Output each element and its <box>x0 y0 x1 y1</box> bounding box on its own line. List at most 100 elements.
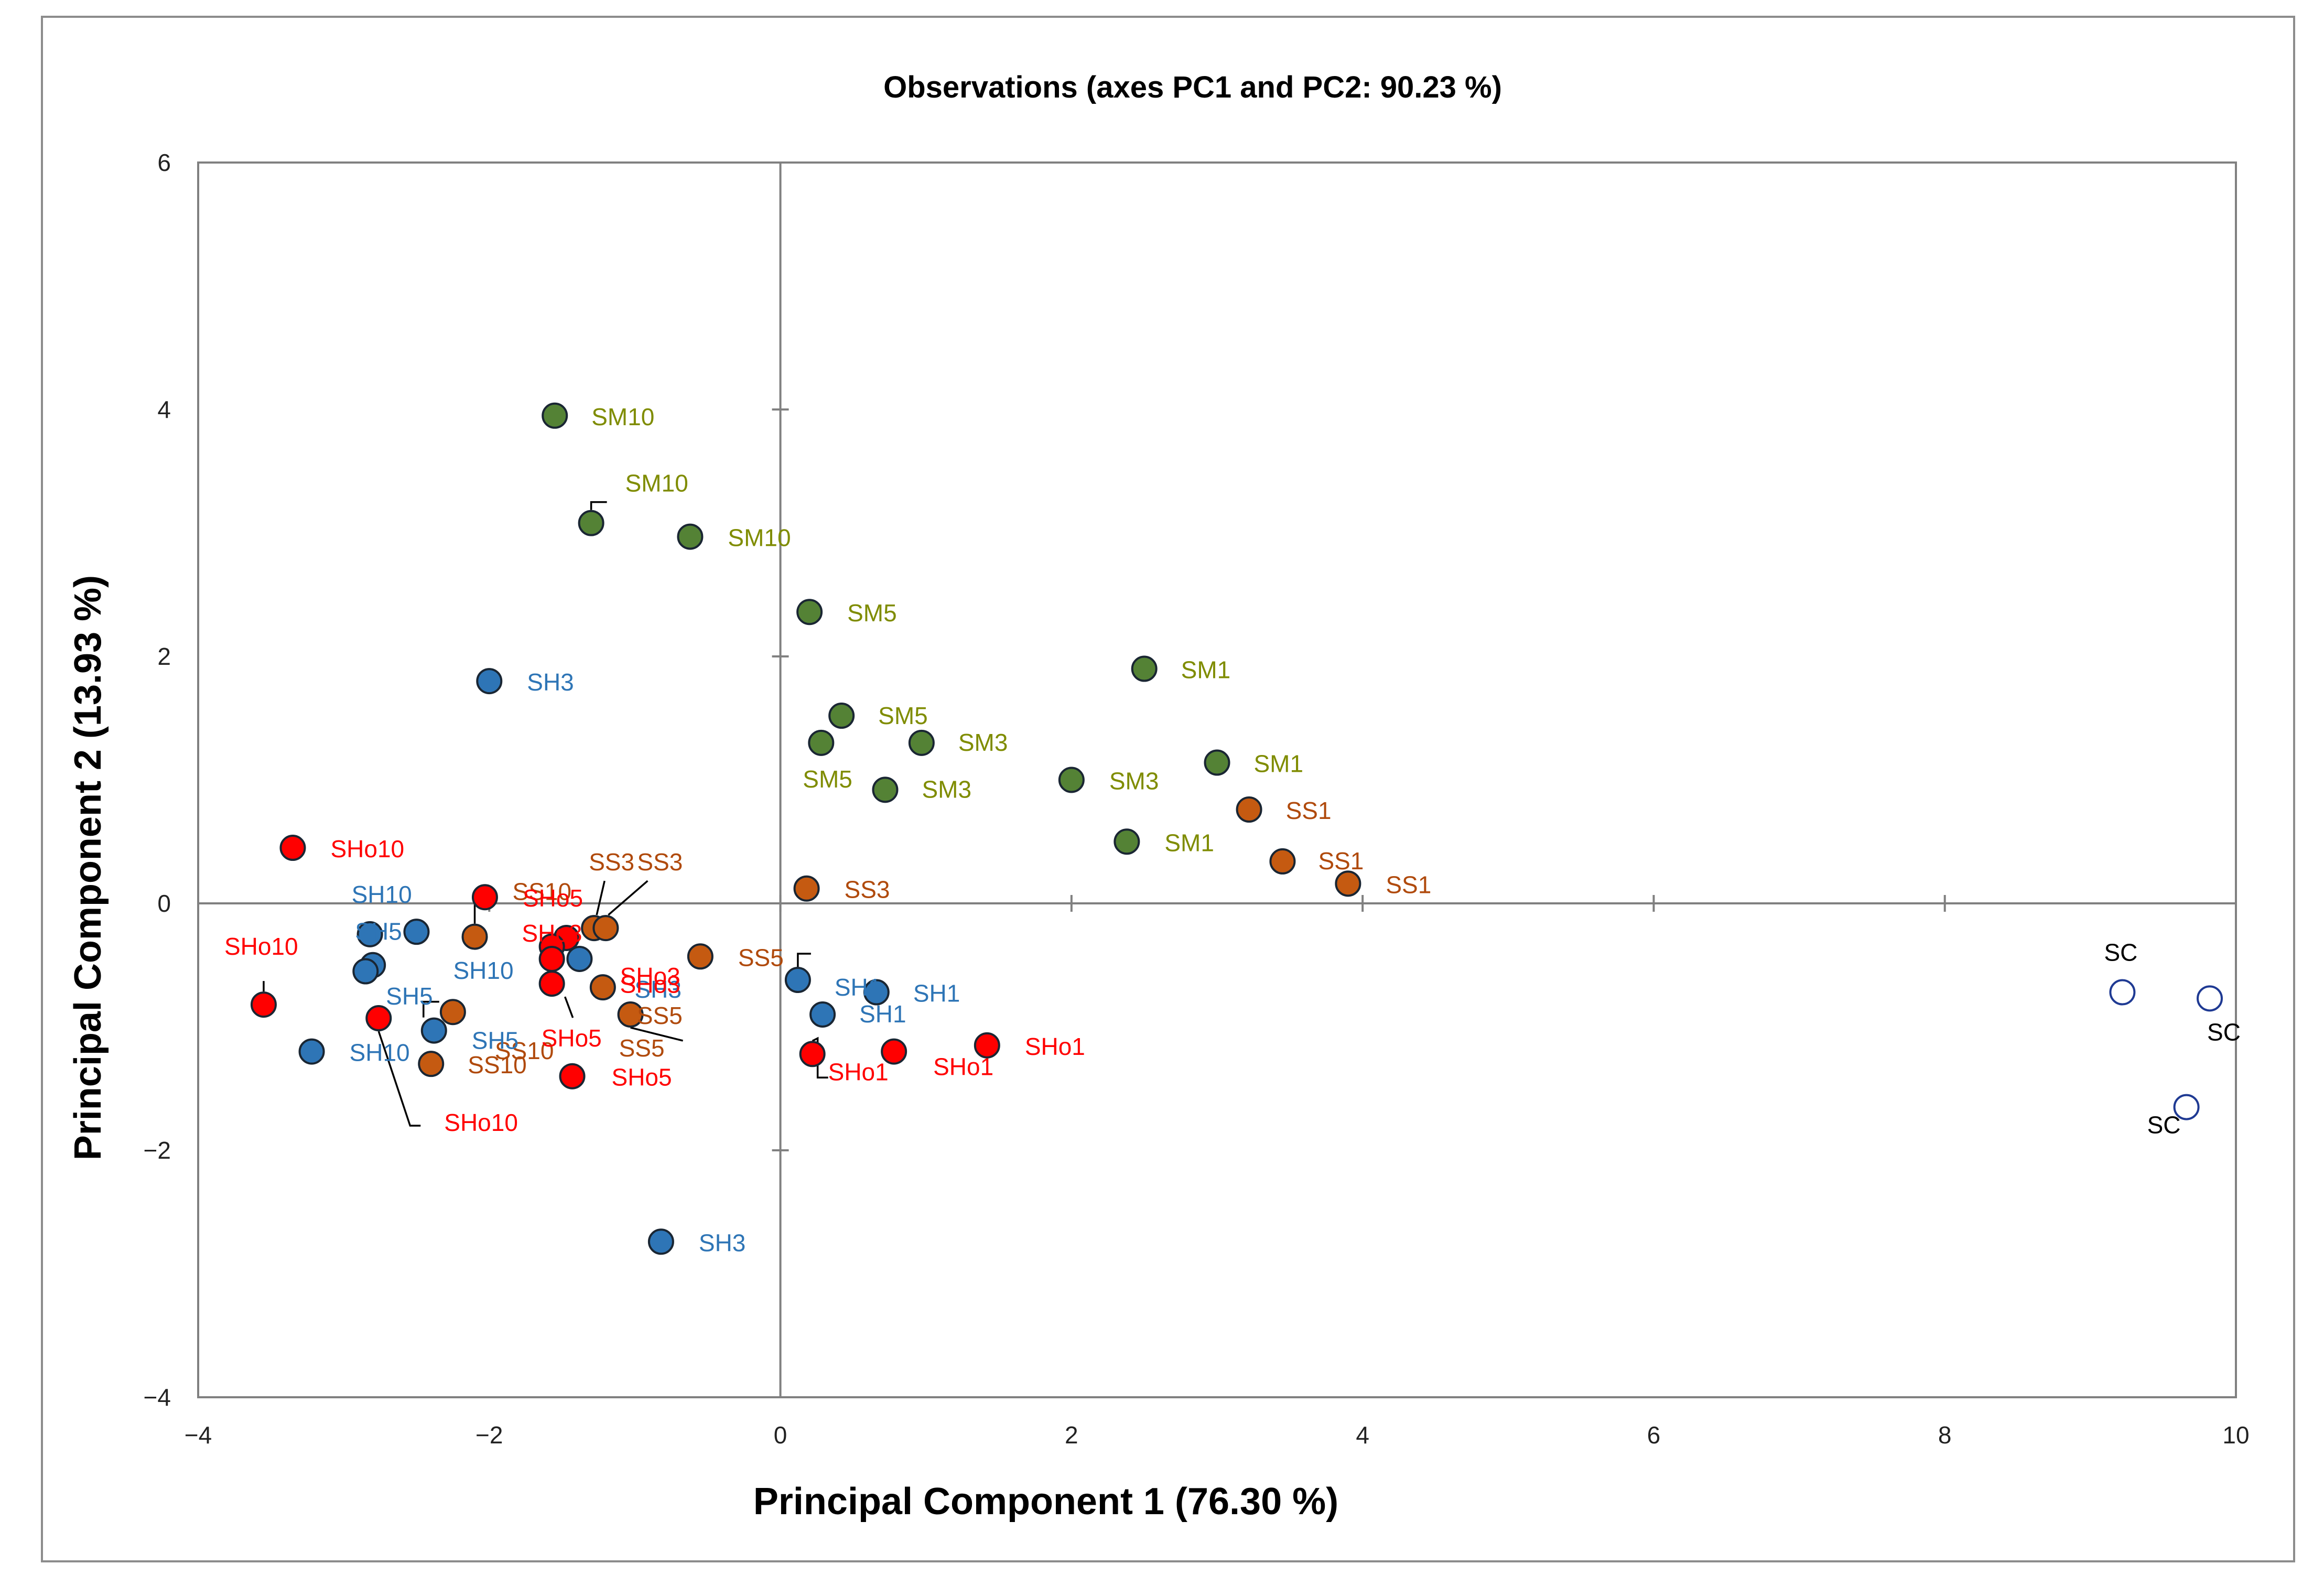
data-point-sho <box>365 1005 392 1032</box>
data-label-sm: SM1 <box>1254 750 1304 778</box>
data-label-ss: SS3 <box>637 848 683 876</box>
data-point-sh <box>403 919 430 945</box>
data-point-sh <box>784 967 811 994</box>
data-label-sh: SH10 <box>453 957 513 984</box>
data-point-sc <box>2109 979 2136 1006</box>
data-label-sm: SM10 <box>591 403 654 430</box>
data-label-ss: SS1 <box>1386 871 1431 898</box>
data-label-sm: SM5 <box>878 702 928 729</box>
data-label-sho: SHo1 <box>933 1053 993 1081</box>
data-point-sh <box>356 921 383 947</box>
data-point-sh <box>420 1017 447 1044</box>
data-label-sh: SH1 <box>835 974 881 1001</box>
data-label-ss: SS3 <box>845 876 890 903</box>
data-point-sho <box>279 835 306 861</box>
data-label-ss: SS1 <box>1286 797 1332 824</box>
data-label-ss: SS10 <box>513 878 572 905</box>
data-point-sho <box>250 991 277 1018</box>
y-tick-label: 6 <box>157 149 171 176</box>
data-point-ss <box>461 923 488 950</box>
label-connector <box>797 953 811 967</box>
x-tick-label: 0 <box>774 1421 787 1449</box>
plot-area: −4 −2 0 2 4 6 8 10 −4 −2 0 2 4 6 <box>144 149 2250 1449</box>
data-label-sm: SM3 <box>922 775 971 803</box>
data-label-sho: SHo1 <box>1025 1033 1085 1060</box>
data-point-sm <box>1131 655 1158 682</box>
data-label-sm: SM3 <box>1109 768 1159 795</box>
x-tick-label: 8 <box>1938 1421 1952 1449</box>
data-label-sho: SHo3 <box>522 920 582 947</box>
data-point-sm <box>1204 749 1230 776</box>
data-label-sho: SHo5 <box>612 1064 672 1091</box>
data-label-ss: SS10 <box>468 1051 527 1078</box>
data-label-sm: SM3 <box>958 729 1008 756</box>
x-tick-label: −2 <box>475 1421 503 1449</box>
data-point-sm <box>908 729 935 756</box>
y-tick-label: −4 <box>144 1384 171 1411</box>
data-point-ss <box>617 1001 644 1028</box>
data-label-sm: SM5 <box>803 765 852 793</box>
x-tick-label: 4 <box>1356 1421 1369 1449</box>
label-connector <box>596 880 606 915</box>
data-point-sh <box>566 945 593 972</box>
label-connector <box>590 501 607 510</box>
data-point-sm <box>1058 767 1085 793</box>
data-label-sh: SH3 <box>699 1229 745 1256</box>
data-point-sho <box>471 884 498 911</box>
data-point-ss <box>589 974 616 1001</box>
data-label-sh: SH5 <box>472 1027 518 1054</box>
y-tick-label: 0 <box>157 890 171 917</box>
data-label-sho: SHo10 <box>330 835 404 862</box>
data-label-sho: SHo3 <box>620 970 680 998</box>
data-label-sc: SC <box>2207 1018 2241 1045</box>
x-axis-title: Principal Component 1 (76.30 %) <box>753 1481 1338 1523</box>
data-label-sm: SM10 <box>728 524 791 552</box>
chart-frame <box>41 16 2295 1562</box>
x-tick-label: −4 <box>185 1421 212 1449</box>
data-label-ss: SS5 <box>619 1034 665 1062</box>
data-label-sm: SM5 <box>847 599 897 627</box>
data-label-sho: SHo3 <box>620 963 680 990</box>
data-point-sh <box>647 1228 674 1255</box>
data-point-sho <box>538 970 565 997</box>
label-connector <box>564 996 574 1018</box>
x-tick-label: 6 <box>1647 1421 1661 1449</box>
data-point-sm <box>677 523 704 550</box>
data-label-sh: SH3 <box>527 668 574 696</box>
data-label-sho: SHo1 <box>828 1058 889 1085</box>
data-label-sm: SM1 <box>1164 829 1214 856</box>
data-point-sh <box>863 979 890 1006</box>
data-label-sm: SM1 <box>1181 656 1231 684</box>
data-point-sh <box>476 668 503 695</box>
data-point-ss <box>1335 870 1361 897</box>
data-label-sh: SH10 <box>352 881 412 908</box>
label-connector <box>423 1000 439 1018</box>
y-tick-label: 2 <box>157 643 171 670</box>
data-point-ss <box>793 875 820 902</box>
data-point-sh <box>352 958 379 985</box>
data-label-sc: SC <box>2104 939 2137 966</box>
data-point-ss <box>1269 848 1296 875</box>
data-point-sh <box>809 1001 836 1028</box>
data-point-sho <box>799 1041 826 1067</box>
data-label-sho: SHo5 <box>542 1024 602 1052</box>
data-point-sm <box>828 703 855 729</box>
data-markers <box>250 402 2223 1255</box>
data-label-sm: SM10 <box>625 470 688 497</box>
data-point-ss <box>418 1051 445 1077</box>
data-label-ss: SS10 <box>495 1037 554 1064</box>
data-point-ss <box>1236 796 1262 823</box>
data-point-ss <box>439 999 466 1026</box>
data-label-sh: SH5 <box>355 918 402 945</box>
data-label-ss: SS3 <box>589 848 634 876</box>
data-label-sho: SHo10 <box>224 933 298 960</box>
data-point-ss <box>687 943 714 970</box>
data-point-sm <box>808 729 835 756</box>
data-label-sh: SH3 <box>634 976 681 1003</box>
data-label-sc: SC <box>2147 1112 2181 1139</box>
data-label-ss: SS1 <box>1318 847 1364 875</box>
label-connector <box>630 1027 684 1042</box>
data-point-sho <box>974 1032 1000 1059</box>
data-label-sh: SH5 <box>386 983 433 1010</box>
